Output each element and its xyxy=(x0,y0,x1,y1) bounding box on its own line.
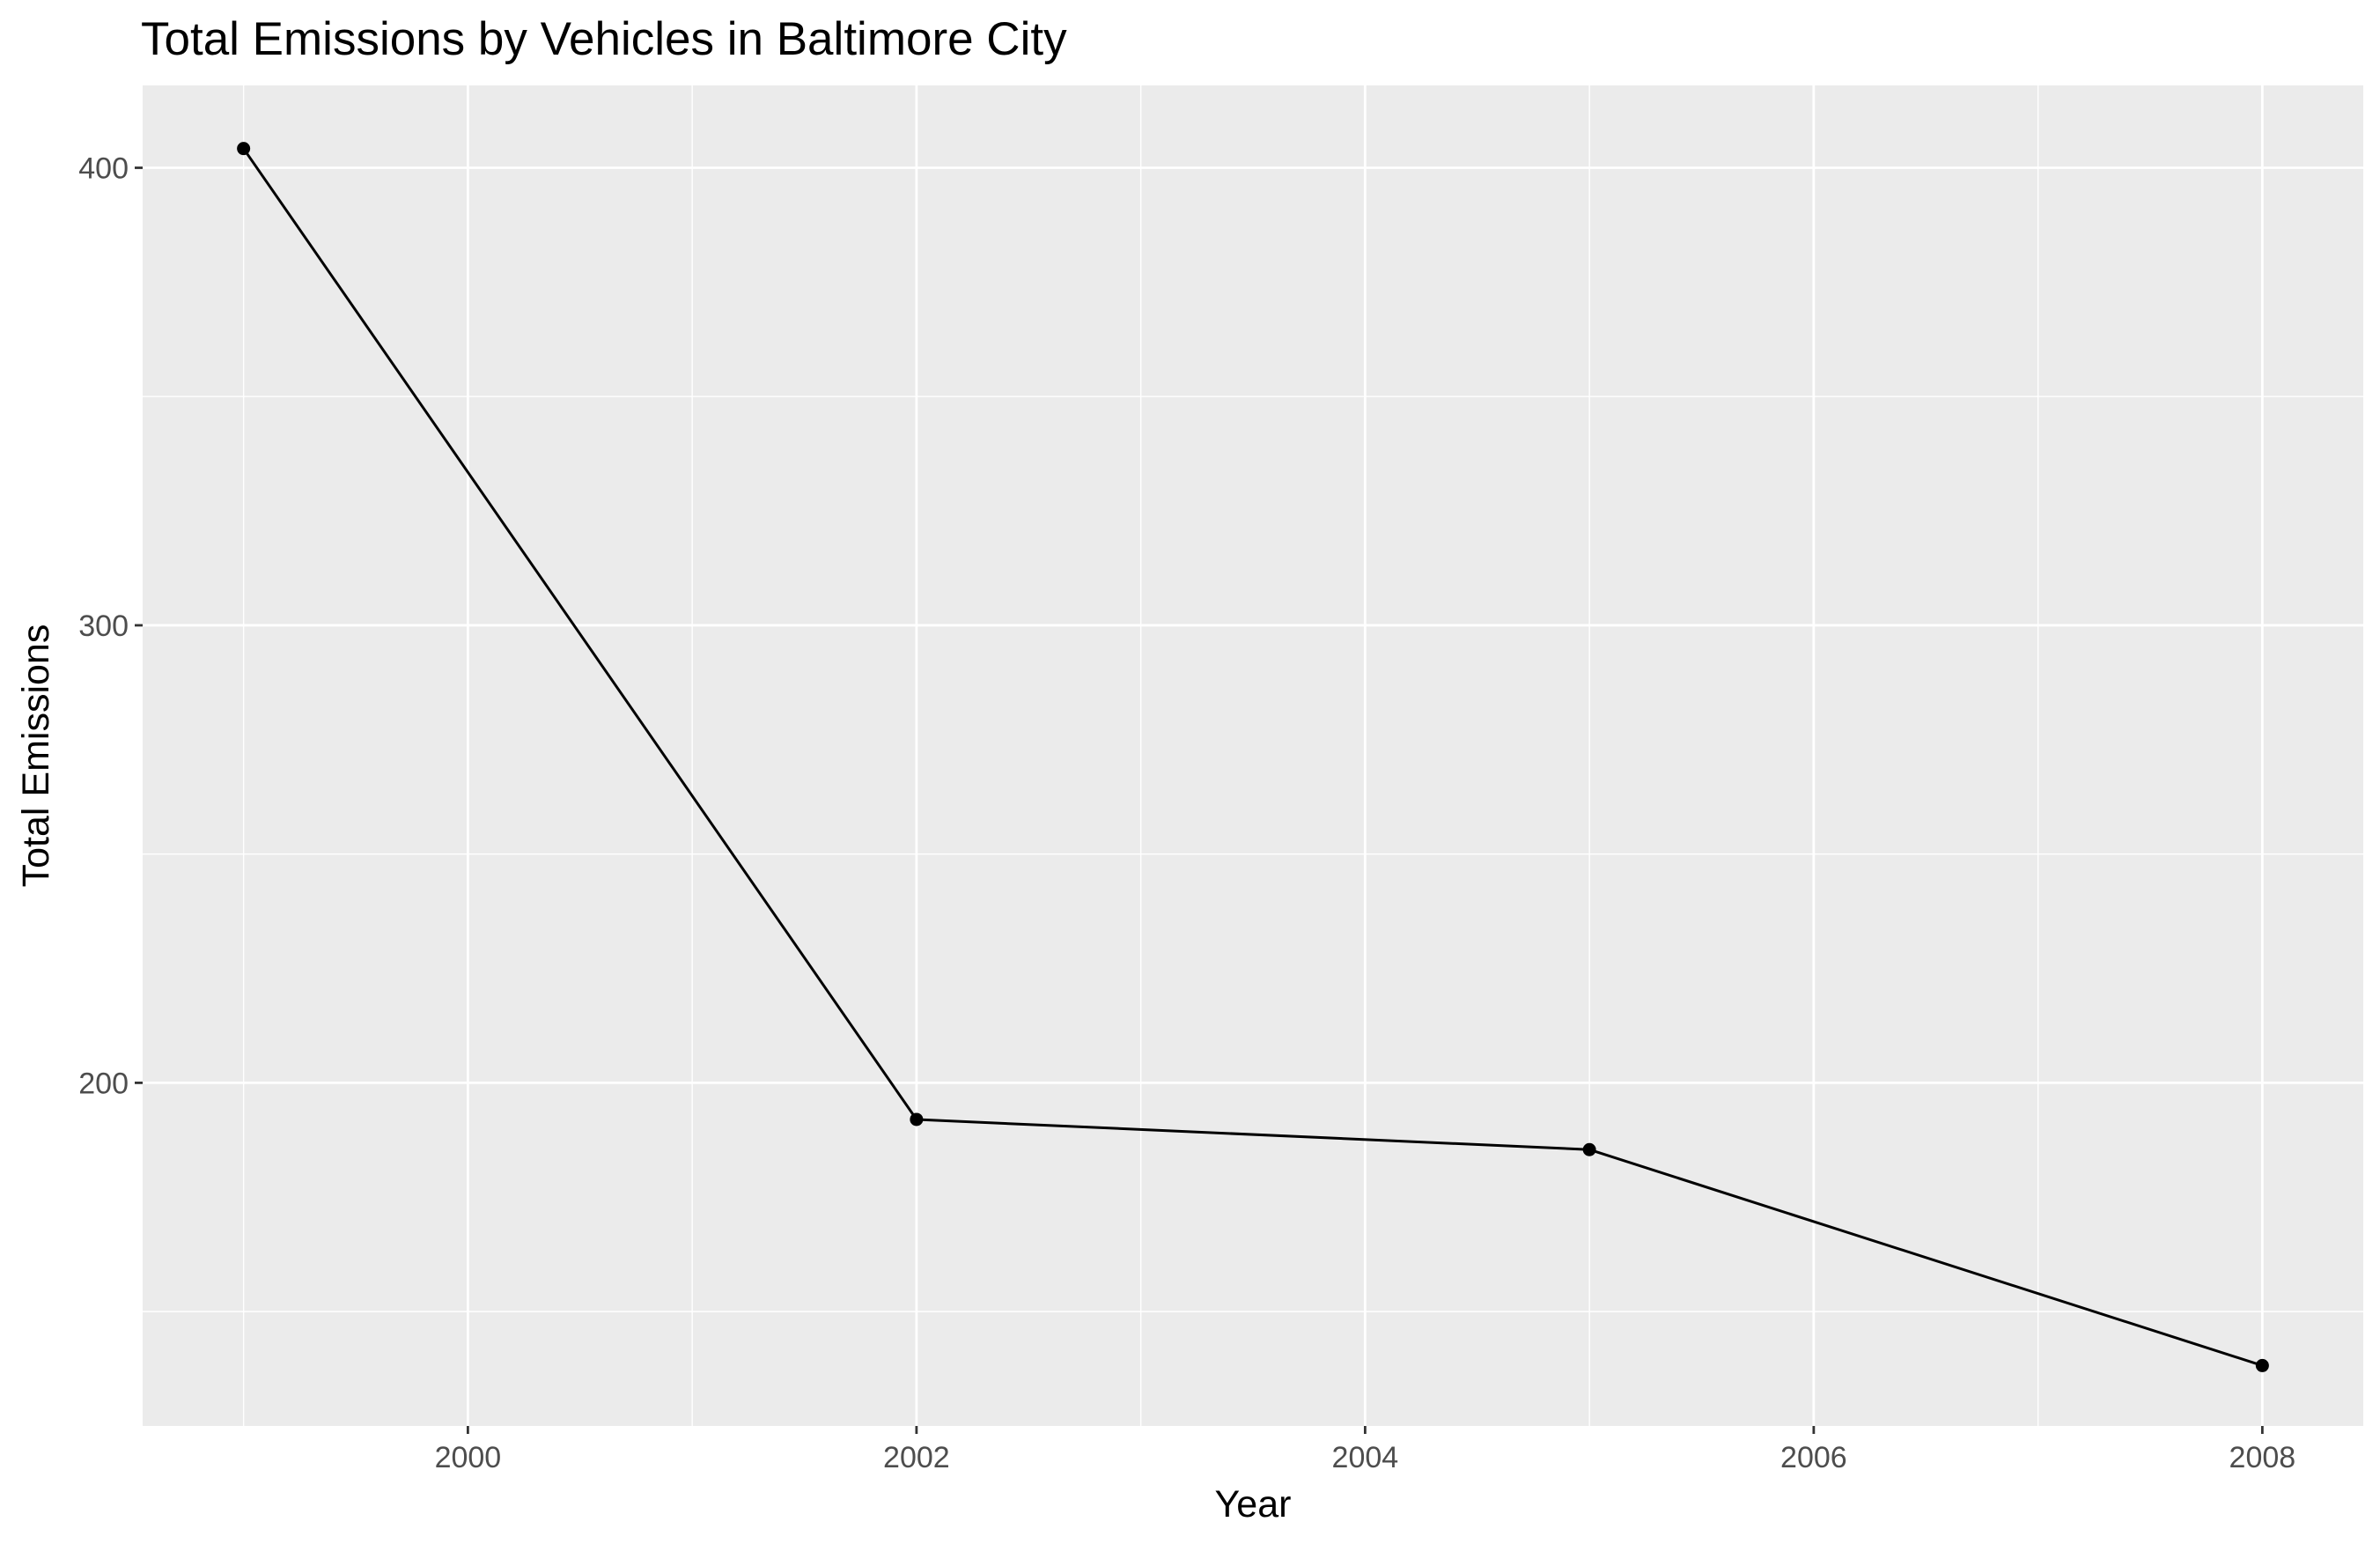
axes: 2000 2002 2004 2006 2008 200 300 400 xyxy=(78,152,2295,1474)
series-line xyxy=(242,147,2263,1367)
data-point xyxy=(1582,1142,1596,1156)
data-point xyxy=(2255,1358,2269,1372)
data-point xyxy=(237,142,251,156)
y-axis-title: Total Emissions xyxy=(15,624,57,888)
x-tick-label: 2008 xyxy=(2229,1441,2296,1474)
plot-panel xyxy=(143,85,2363,1426)
y-tick-label: 300 xyxy=(78,609,129,643)
x-tick-label: 2006 xyxy=(1780,1441,1847,1474)
x-tick-label: 2004 xyxy=(1332,1441,1399,1474)
data-point xyxy=(910,1112,924,1127)
chart-title: Total Emissions by Vehicles in Baltimore… xyxy=(141,13,1067,65)
minor-gridlines xyxy=(143,85,2363,1426)
y-tick-label: 400 xyxy=(78,152,129,186)
x-tick-label: 2000 xyxy=(435,1441,502,1474)
x-axis-title: Year xyxy=(1215,1483,1292,1526)
y-tick-label: 200 xyxy=(78,1067,129,1100)
x-tick-label: 2002 xyxy=(883,1441,950,1474)
major-gridlines xyxy=(143,85,2363,1426)
series-layer xyxy=(237,142,2269,1372)
